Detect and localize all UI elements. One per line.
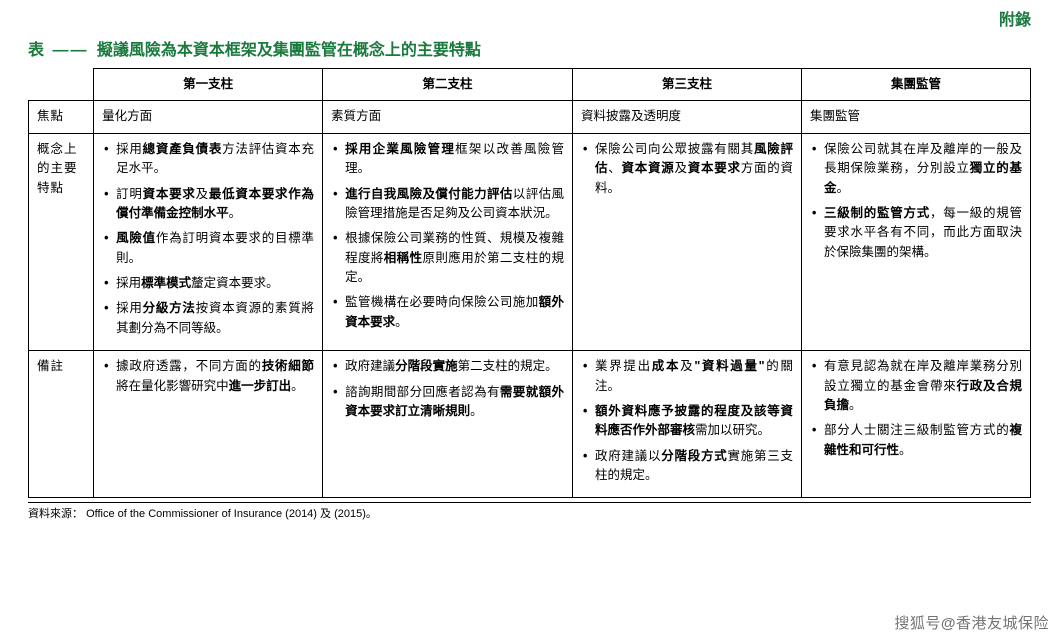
focus-g: 集團監管 <box>801 101 1030 133</box>
concept-p2: 採用企業風險管理框架以改善風險管理。進行自我風險及償付能力評估以評估風險管理措施… <box>323 133 573 350</box>
main-table: 第一支柱 第二支柱 第三支柱 集團監管 焦點 量化方面 素質方面 資料披露及透明… <box>28 68 1031 498</box>
focus-row: 焦點 量化方面 素質方面 資料披露及透明度 集團監管 <box>29 101 1031 133</box>
col-group: 集團監管 <box>801 69 1030 101</box>
list-item: 諮詢期間部分回應者認為有需要就額外資本要求訂立清晰規則。 <box>331 383 564 422</box>
col-pillar1: 第一支柱 <box>94 69 323 101</box>
list-item: 訂明資本要求及最低資本要求作為償付準備金控制水平。 <box>102 185 314 224</box>
list-item: 風險值作為訂明資本要求的目標準則。 <box>102 229 314 268</box>
notes-p1: 據政府透露，不同方面的技術細節將在量化影響研究中進一步訂出。 <box>94 351 323 498</box>
list-item: 據政府透露，不同方面的技術細節將在量化影響研究中進一步訂出。 <box>102 357 314 396</box>
focus-p2: 素質方面 <box>323 101 573 133</box>
title-prefix: 表 <box>28 42 44 59</box>
concept-p3: 保險公司向公眾披露有關其風險評估、資本資源及資本要求方面的資料。 <box>573 133 802 350</box>
list-item: 採用分級方法按資本資源的素質將其劃分為不同等級。 <box>102 299 314 338</box>
rowlabel-concept: 概念上的主要特點 <box>29 133 94 350</box>
notes-row: 備註 據政府透露，不同方面的技術細節將在量化影響研究中進一步訂出。 政府建議分階… <box>29 351 1031 498</box>
col-pillar2: 第二支柱 <box>323 69 573 101</box>
watermark: 搜狐号@香港友城保险 <box>894 612 1049 633</box>
source-label: 資料來源： <box>28 508 83 520</box>
list-item: 部分人士關注三級制監管方式的複雜性和可行性。 <box>810 421 1022 460</box>
notes-p2: 政府建議分階段實施第二支柱的規定。諮詢期間部分回應者認為有需要就額外資本要求訂立… <box>323 351 573 498</box>
watermark-name: 香港友城保险 <box>956 615 1049 632</box>
title-dash: —— <box>52 42 88 59</box>
rowlabel-notes: 備註 <box>29 351 94 498</box>
appendix-label: 附錄 <box>0 0 1059 30</box>
notes-g: 有意見認為就在岸及離岸業務分別設立獨立的基金會帶來行政及合規負擔。部分人士關注三… <box>801 351 1030 498</box>
list-item: 採用企業風險管理框架以改善風險管理。 <box>331 140 564 179</box>
list-item: 三級制的監管方式，每一級的規管要求水平各有不同，而此方面取決於保險集團的架構。 <box>810 204 1022 262</box>
watermark-at: @ <box>941 615 956 632</box>
corner-cell <box>29 69 94 101</box>
list-item: 業界提出成本及"資料過量"的關注。 <box>581 357 793 396</box>
title-text: 擬議風險為本資本框架及集團監管在概念上的主要特點 <box>97 42 481 59</box>
concept-p1: 採用總資產負債表方法評估資本充足水平。訂明資本要求及最低資本要求作為償付準備金控… <box>94 133 323 350</box>
list-item: 政府建議以分階段方式實施第三支柱的規定。 <box>581 447 793 486</box>
list-item: 根據保險公司業務的性質、規模及複雜程度將相稱性原則應用於第二支柱的規定。 <box>331 229 564 287</box>
rowlabel-focus: 焦點 <box>29 101 94 133</box>
list-item: 政府建議分階段實施第二支柱的規定。 <box>331 357 564 376</box>
col-pillar3: 第三支柱 <box>573 69 802 101</box>
list-item: 保險公司就其在岸及離岸的一般及長期保險業務，分別設立獨立的基金。 <box>810 140 1022 198</box>
notes-p3: 業界提出成本及"資料過量"的關注。額外資料應予披露的程度及該等資料應否作外部審核… <box>573 351 802 498</box>
source-line: 資料來源： Office of the Commissioner of Insu… <box>28 502 1031 521</box>
list-item: 採用標準模式釐定資本要求。 <box>102 274 314 293</box>
list-item: 保險公司向公眾披露有關其風險評估、資本資源及資本要求方面的資料。 <box>581 140 793 198</box>
focus-p3: 資料披露及透明度 <box>573 101 802 133</box>
concept-g: 保險公司就其在岸及離岸的一般及長期保險業務，分別設立獨立的基金。三級制的監管方式… <box>801 133 1030 350</box>
watermark-prefix: 搜狐号 <box>894 615 941 632</box>
focus-p1: 量化方面 <box>94 101 323 133</box>
list-item: 監管機構在必要時向保險公司施加額外資本要求。 <box>331 293 564 332</box>
list-item: 有意見認為就在岸及離岸業務分別設立獨立的基金會帶來行政及合規負擔。 <box>810 357 1022 415</box>
source-text: Office of the Commissioner of Insurance … <box>86 508 377 520</box>
list-item: 額外資料應予披露的程度及該等資料應否作外部審核需加以研究。 <box>581 402 793 441</box>
header-row: 第一支柱 第二支柱 第三支柱 集團監管 <box>29 69 1031 101</box>
table-title: 表 —— 擬議風險為本資本框架及集團監管在概念上的主要特點 <box>0 30 1059 68</box>
concept-row: 概念上的主要特點 採用總資產負債表方法評估資本充足水平。訂明資本要求及最低資本要… <box>29 133 1031 350</box>
list-item: 進行自我風險及償付能力評估以評估風險管理措施是否足夠及公司資本狀況。 <box>331 185 564 224</box>
list-item: 採用總資產負債表方法評估資本充足水平。 <box>102 140 314 179</box>
